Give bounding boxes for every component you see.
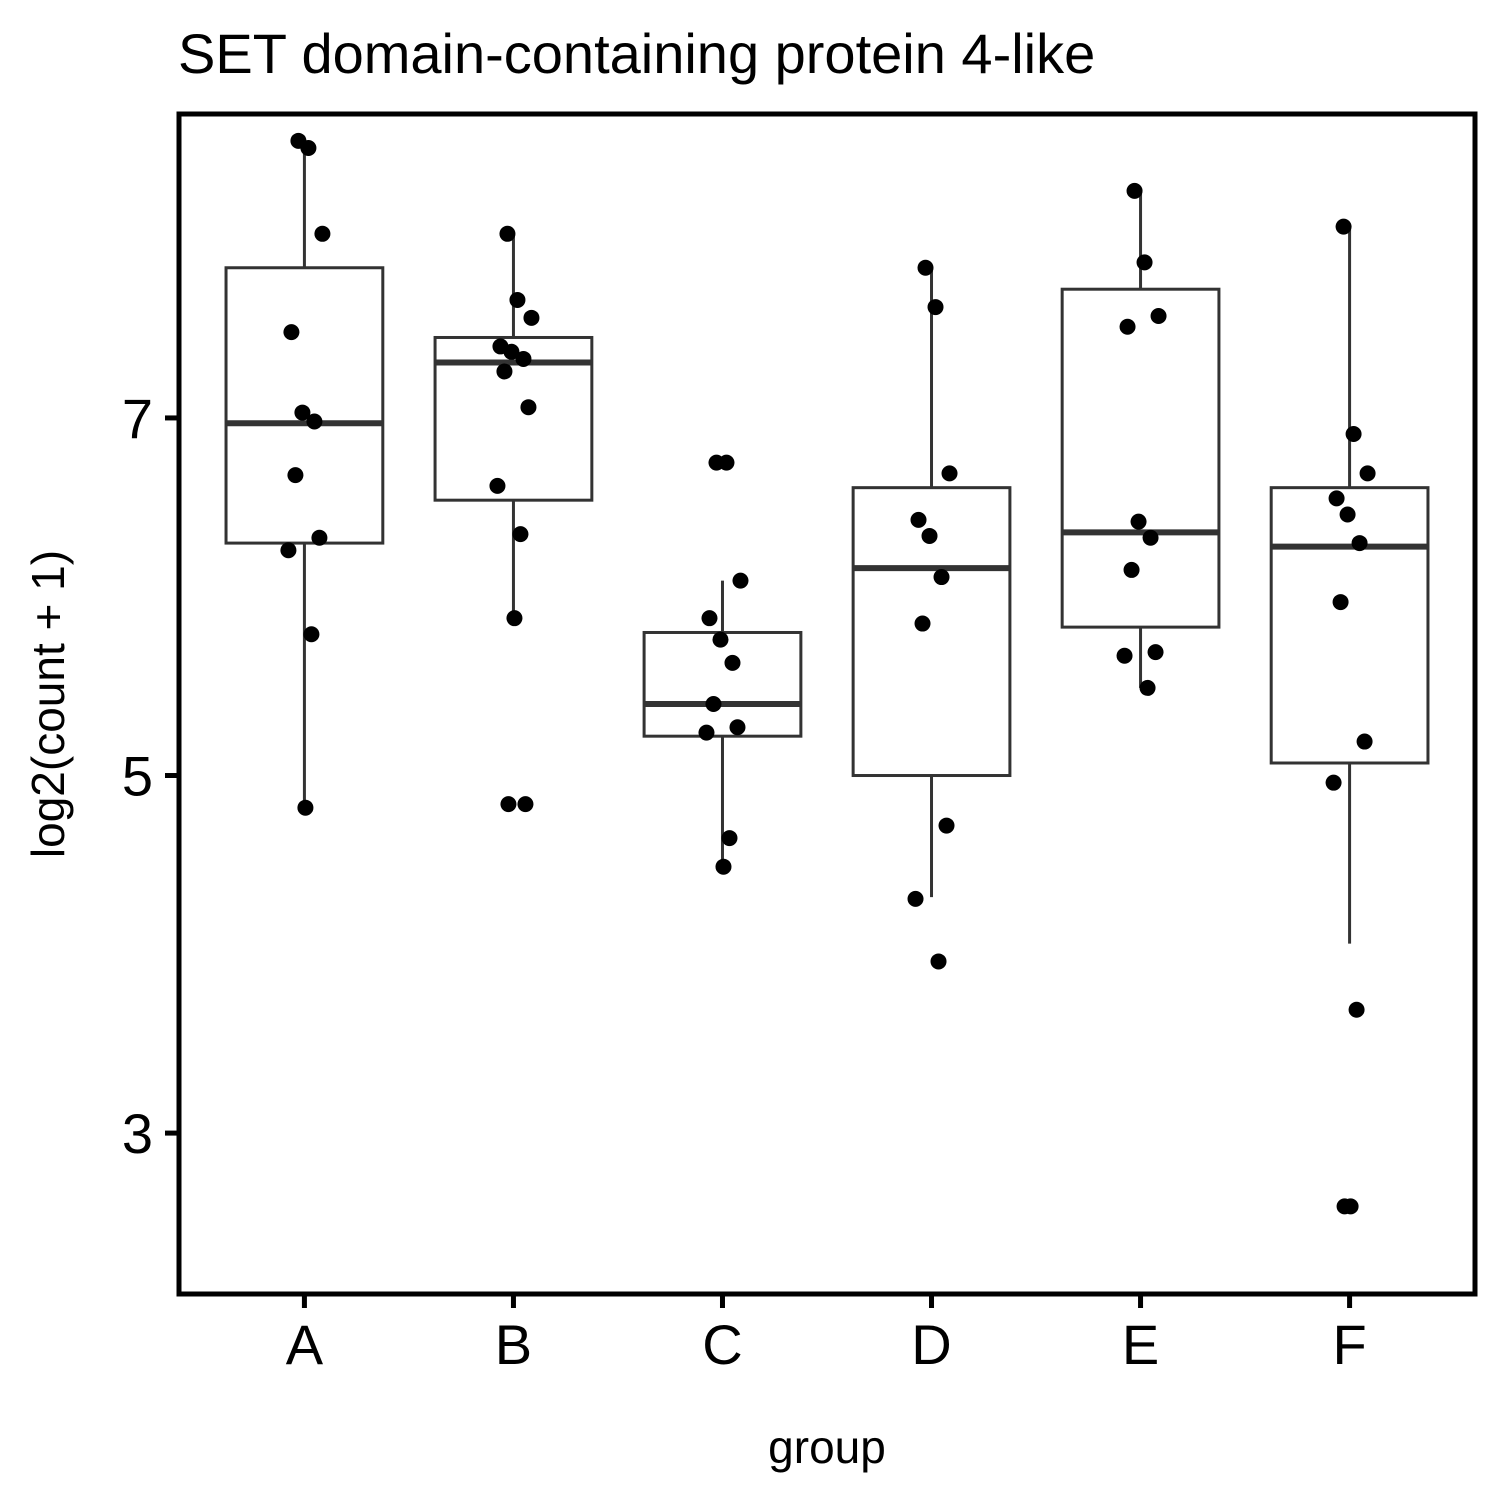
boxes-layer xyxy=(224,147,1430,944)
data-point-D xyxy=(907,890,924,907)
y-tick-label: 3 xyxy=(122,1102,153,1165)
data-point-A xyxy=(294,404,311,421)
data-point-B xyxy=(509,291,526,308)
data-point-B xyxy=(523,309,540,326)
y-tick-label: 5 xyxy=(122,745,153,808)
x-tick-label: B xyxy=(495,1313,532,1376)
data-point-E xyxy=(1139,679,1156,696)
data-point-B xyxy=(517,796,534,813)
x-axis: A B C D E F xyxy=(286,1294,1367,1376)
box-body xyxy=(1060,287,1221,629)
data-point-A xyxy=(303,626,320,643)
box-body xyxy=(1269,486,1430,765)
box-F xyxy=(1269,226,1430,944)
data-point-D xyxy=(927,299,944,316)
data-point-F xyxy=(1351,535,1368,552)
plot-frame xyxy=(176,111,1478,1297)
data-point-C xyxy=(712,631,729,648)
data-point-F xyxy=(1339,506,1356,523)
data-point-A xyxy=(314,225,331,242)
data-point-B xyxy=(520,399,537,416)
data-point-C xyxy=(715,858,732,875)
data-point-D xyxy=(930,953,947,970)
data-point-E xyxy=(1150,308,1167,325)
data-point-D xyxy=(938,817,955,834)
chart-title: SET domain-containing protein 4-like xyxy=(178,22,1095,85)
x-tick-label: D xyxy=(911,1313,951,1376)
x-axis-title: group xyxy=(768,1421,886,1473)
data-point-E xyxy=(1119,318,1136,335)
x-tick-label: E xyxy=(1122,1313,1159,1376)
data-point-C xyxy=(729,719,746,736)
box-body xyxy=(851,486,1012,778)
data-point-D xyxy=(910,511,927,528)
data-point-B xyxy=(506,610,523,627)
data-point-A xyxy=(280,542,297,559)
data-point-D xyxy=(933,569,950,586)
data-point-A xyxy=(311,529,328,546)
data-point-F xyxy=(1356,733,1373,750)
data-point-C xyxy=(718,454,735,471)
data-point-B xyxy=(512,526,529,543)
box-body xyxy=(642,630,803,738)
y-axis-title: log2(count + 1) xyxy=(22,550,74,858)
data-point-E xyxy=(1123,561,1140,578)
x-tick-label: C xyxy=(702,1313,742,1376)
data-point-C xyxy=(701,610,718,627)
data-point-A xyxy=(283,324,300,341)
data-point-D xyxy=(914,615,931,632)
points-layer xyxy=(280,132,1376,1215)
data-point-E xyxy=(1136,254,1153,271)
data-point-D xyxy=(917,259,934,276)
data-point-C xyxy=(698,724,715,741)
data-point-A xyxy=(297,799,314,816)
data-point-B xyxy=(515,350,532,367)
data-point-F xyxy=(1335,218,1352,235)
x-tick-label: A xyxy=(286,1313,324,1376)
box-D xyxy=(851,267,1012,898)
data-point-F xyxy=(1348,1001,1365,1018)
data-point-B xyxy=(496,363,513,380)
data-point-F xyxy=(1332,594,1349,611)
x-tick-label: F xyxy=(1332,1313,1366,1376)
data-point-F xyxy=(1325,774,1342,791)
data-point-B xyxy=(489,477,506,494)
data-point-D xyxy=(941,465,958,482)
data-point-F xyxy=(1336,1198,1353,1215)
data-point-E xyxy=(1142,529,1159,546)
data-point-E xyxy=(1147,644,1164,661)
box-C xyxy=(642,580,803,867)
data-point-C xyxy=(705,696,722,712)
data-point-A xyxy=(300,139,317,156)
data-point-C xyxy=(721,830,738,847)
data-point-C xyxy=(732,572,749,589)
data-point-E xyxy=(1126,182,1143,199)
y-axis: 3 5 7 xyxy=(122,387,179,1165)
data-point-B xyxy=(499,225,516,242)
data-point-F xyxy=(1328,490,1345,507)
box-E xyxy=(1060,190,1221,688)
data-point-B xyxy=(500,796,517,813)
data-point-A xyxy=(306,413,323,430)
data-point-F xyxy=(1345,426,1362,443)
box-B xyxy=(433,233,594,619)
data-point-B xyxy=(503,343,520,360)
data-point-E xyxy=(1130,513,1147,530)
y-tick-label: 7 xyxy=(122,387,153,450)
data-point-D xyxy=(921,527,938,544)
data-point-C xyxy=(724,654,741,671)
data-point-E xyxy=(1116,647,1133,664)
box-A xyxy=(224,147,385,808)
data-point-F xyxy=(1359,465,1376,482)
data-point-A xyxy=(287,467,304,484)
